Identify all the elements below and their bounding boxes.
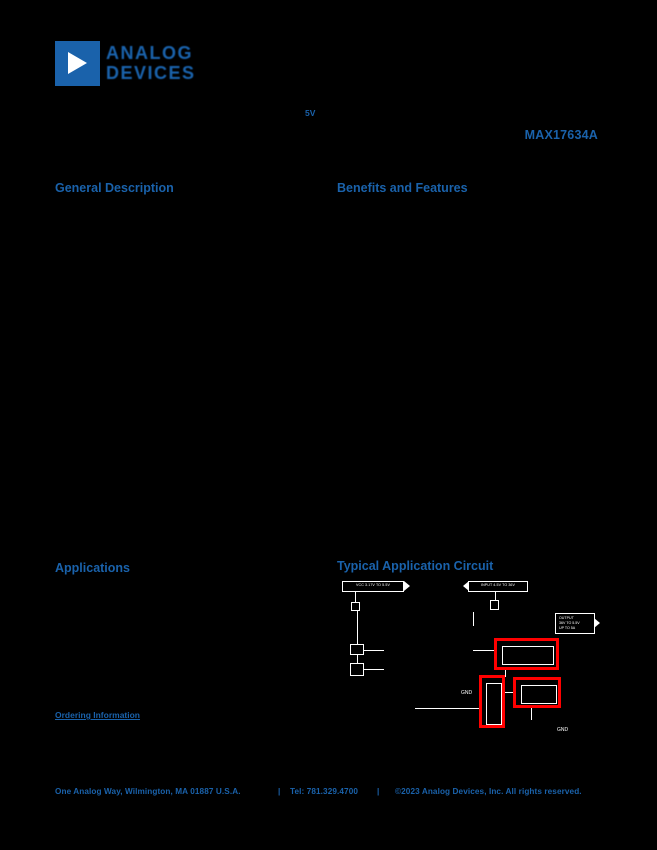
- logo-wordmark-line1: ANALOG: [106, 43, 193, 63]
- wire-vcc-drop: [355, 592, 356, 604]
- typical-application-circuit: VCC 3.17V TO 5.5V INPUT 4.5V TO 36V OUTP…: [335, 578, 620, 753]
- wire-inductor-to-output: [505, 692, 513, 693]
- wire-input-drop: [495, 592, 496, 604]
- heading-applications: Applications: [55, 561, 131, 575]
- ordering-information-link[interactable]: Ordering Information: [55, 710, 140, 720]
- highlight-box-main-ic: [494, 638, 559, 670]
- general-description-body: [55, 205, 300, 535]
- ground-symbol-left: GND: [461, 690, 473, 696]
- wire-fb-out: [364, 669, 384, 670]
- footer-copyright: ©2023 Analog Devices, Inc. All rights re…: [395, 787, 582, 796]
- input-voltage-flag: INPUT 4.5V TO 36V: [468, 581, 528, 592]
- wire-in-to-ic: [473, 650, 494, 651]
- footer-separator-1: |: [278, 787, 281, 796]
- component-outline-inductor: [486, 683, 502, 725]
- heading-typical-application-circuit: Typical Application Circuit: [337, 559, 494, 573]
- output-voltage-flag: OUTPUT 36V TO 5.5V UP TO 5A: [555, 613, 595, 634]
- resistor-symbol-enable: [350, 644, 364, 655]
- analog-devices-logo: ANALOG DEVICES: [55, 41, 215, 89]
- footer-phone: Tel: 781.329.4700: [290, 787, 359, 796]
- wire-output-down: [531, 708, 532, 720]
- vcc-input-flag: VCC 3.17V TO 5.5V: [342, 581, 404, 592]
- heading-benefits-features: Benefits and Features: [337, 181, 468, 195]
- wire-left-rail-2: [357, 655, 358, 663]
- logo-wordmark-line2: DEVICES: [106, 63, 196, 83]
- applications-body: [55, 585, 300, 695]
- highlight-box-output-stage: [513, 677, 561, 708]
- wire-ic-to-inductor: [505, 670, 506, 677]
- benefits-features-body: [337, 205, 602, 535]
- wire-bottom-rail: [415, 708, 479, 709]
- part-number: MAX17634A: [524, 128, 598, 142]
- highlight-box-inductor: [479, 675, 505, 728]
- logo-wordmark: ANALOG DEVICES: [106, 43, 218, 83]
- vcc-flag-arrow-icon: [404, 581, 410, 591]
- logo-square-icon: [55, 41, 100, 86]
- component-outline-output: [521, 685, 557, 704]
- heading-general-description: General Description: [55, 181, 174, 195]
- footer-separator-2: |: [377, 787, 380, 796]
- divider-symbol-feedback: [350, 663, 364, 676]
- header-center-note: 5V: [305, 108, 316, 118]
- wire-left-rail: [357, 611, 358, 644]
- wire-enable-out: [364, 650, 384, 651]
- wire-input-branch: [473, 612, 474, 626]
- capacitor-symbol-bulk: [490, 600, 499, 610]
- capacitor-symbol-input: [351, 602, 360, 611]
- output-flag-arrow-icon: [594, 618, 600, 628]
- input-flag-arrow-icon: [463, 581, 469, 591]
- logo-triangle-icon: [68, 52, 87, 74]
- footer-address: One Analog Way, Wilmington, MA 01887 U.S…: [55, 787, 241, 796]
- ground-symbol-right: GND: [557, 727, 569, 733]
- ic-outline-main: [502, 646, 554, 665]
